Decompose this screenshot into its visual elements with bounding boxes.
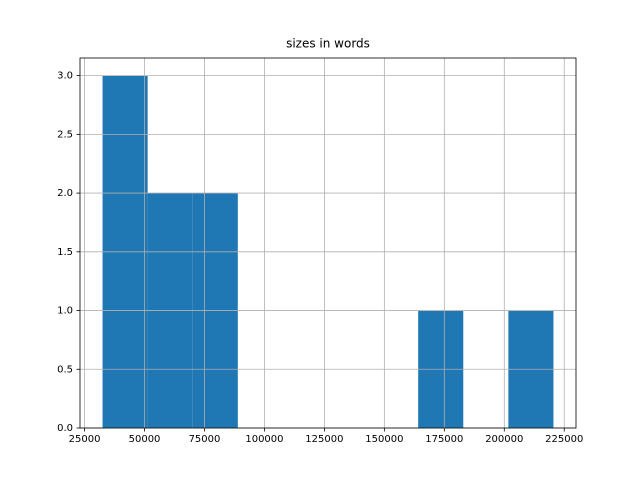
x-tick-label: 100000	[245, 434, 283, 445]
x-tick-label: 75000	[189, 434, 221, 445]
x-tick-label: 25000	[69, 434, 101, 445]
y-tick-label: 2.0	[57, 188, 73, 199]
y-tick-label: 2.5	[57, 129, 73, 140]
x-tick-label: 225000	[545, 434, 583, 445]
y-tick-label: 1.5	[57, 247, 73, 258]
x-tick-label: 125000	[305, 434, 343, 445]
y-tick-label: 0.0	[57, 423, 73, 434]
x-tick-label: 50000	[129, 434, 161, 445]
x-tick-label: 175000	[425, 434, 463, 445]
chart-title: sizes in words	[286, 37, 370, 51]
x-tick-label: 200000	[485, 434, 523, 445]
plot-frame	[79, 57, 577, 429]
y-tick-label: 1.0	[57, 306, 73, 317]
y-tick-label: 3.0	[57, 71, 73, 82]
y-tick-label: 0.5	[57, 364, 73, 375]
x-tick-label: 150000	[365, 434, 403, 445]
